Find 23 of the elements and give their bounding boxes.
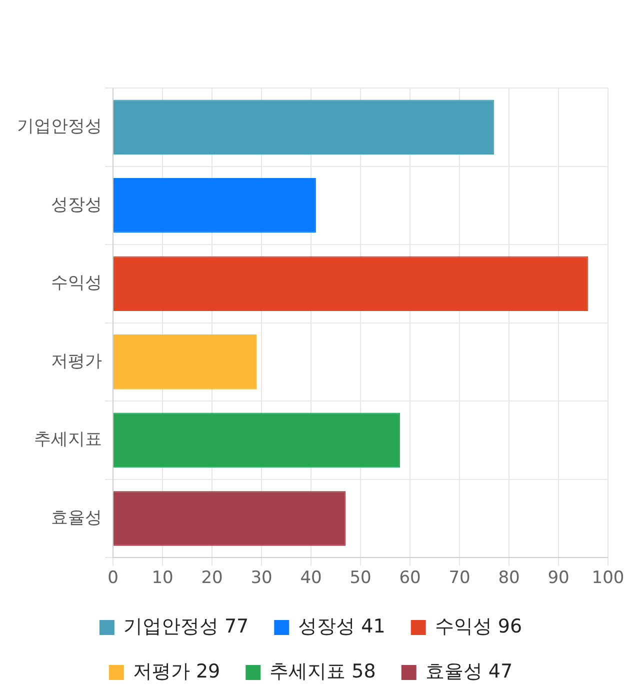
x-tick-label: 20 [201, 568, 223, 588]
legend-label: 저평가 29 [132, 660, 220, 682]
x-tick-label: 40 [300, 568, 322, 588]
y-tick-label: 성장성 [51, 194, 102, 215]
y-tick-label: 기업안정성 [17, 116, 102, 137]
legend-label: 추세지표 58 [270, 660, 376, 682]
y-tick-label: 효율성 [51, 508, 102, 528]
legend-label: 성장성 41 [298, 615, 386, 638]
legend-label: 효율성 47 [425, 660, 513, 682]
x-tick-label: 70 [448, 568, 470, 588]
legend-label: 기업안정성 77 [123, 615, 249, 638]
x-tick-label: 100 [592, 568, 624, 588]
y-tick-label: 수익성 [51, 273, 102, 294]
x-tick-label: 30 [250, 568, 272, 588]
y-tick-label: 추세지표 [34, 430, 102, 450]
x-tick-label: 0 [108, 568, 118, 588]
x-tick-label: 10 [152, 568, 174, 588]
y-tick-label: 저평가 [51, 351, 102, 372]
x-tick-label: 60 [399, 568, 421, 588]
legend-label: 수익성 96 [434, 615, 522, 638]
x-tick-label: 50 [350, 568, 372, 588]
x-tick-label: 90 [548, 568, 570, 588]
x-tick-label: 80 [498, 568, 520, 588]
